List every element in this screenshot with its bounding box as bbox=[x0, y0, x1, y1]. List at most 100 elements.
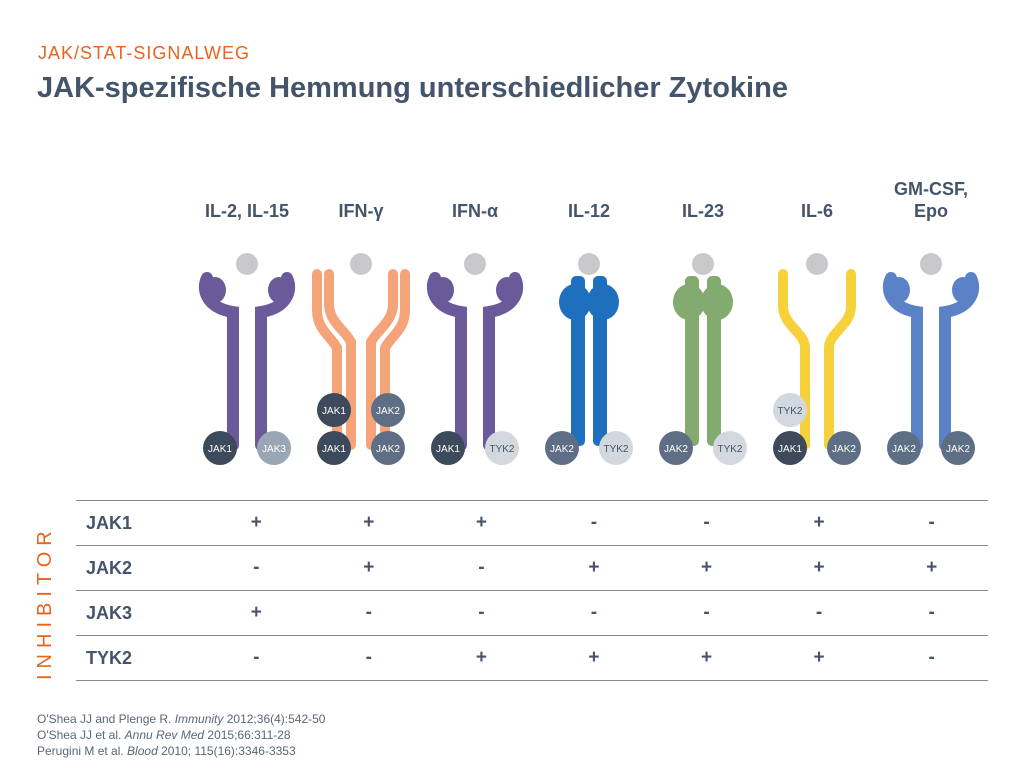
matrix-cell-il6: + bbox=[762, 545, 876, 591]
matrix-row-label: TYK2 bbox=[76, 635, 200, 681]
receptor-head-right bbox=[268, 277, 290, 303]
inhibitor-axis-label: INHIBITOR bbox=[34, 525, 56, 680]
kinase-bottom-left-jak1: JAK1 bbox=[203, 431, 237, 465]
kinase-upper-left-jak1: JAK1 bbox=[317, 393, 351, 427]
matrix-cell-gmcsf: - bbox=[875, 635, 988, 681]
matrix-cell-ifng: + bbox=[312, 545, 426, 591]
kinase-label: JAK1 bbox=[208, 444, 232, 455]
receptor-il6: JAK1 JAK2 TYK2 bbox=[773, 253, 861, 465]
receptor-head-left bbox=[559, 284, 591, 320]
matrix-row-label: JAK1 bbox=[76, 500, 200, 546]
kinase-label: JAK2 bbox=[376, 444, 400, 455]
kinase-bottom-right-tyk2: TYK2 bbox=[599, 431, 633, 465]
kinase-label: JAK2 bbox=[946, 444, 970, 455]
receptor-head-right bbox=[496, 277, 518, 303]
kinase-label: JAK1 bbox=[322, 406, 346, 417]
kinase-bottom-right-jak2: JAK2 bbox=[941, 431, 975, 465]
receptor-inner-chain-right bbox=[366, 269, 398, 450]
kinase-label: JAK2 bbox=[892, 444, 916, 455]
receptor-inner-chain-left bbox=[324, 269, 356, 450]
matrix-row-jak3: JAK3 + - - - - - - bbox=[76, 590, 988, 636]
receptor-il23: JAK2 TYK2 bbox=[659, 253, 747, 465]
kinase-label: TYK2 bbox=[777, 406, 802, 417]
receptor-chain-left bbox=[778, 269, 810, 450]
cytokine-header-il12: IL-12 bbox=[567, 201, 610, 221]
cytokine-header-gmcsf-line2: Epo bbox=[914, 201, 948, 221]
matrix-cell-ifna: + bbox=[425, 500, 538, 546]
receptor-head-right bbox=[952, 277, 974, 303]
reference-2: O'Shea JJ et al. Annu Rev Med 2015;66:31… bbox=[37, 728, 291, 742]
cytokine-header-il23: IL-23 bbox=[681, 201, 724, 221]
matrix-cell-gmcsf: - bbox=[875, 590, 988, 636]
matrix-row-label: JAK2 bbox=[76, 545, 200, 591]
receptor-il2: JAK1 JAK3 bbox=[198, 253, 296, 465]
matrix-cell-ifna: + bbox=[425, 635, 538, 681]
section-label: JAK/STAT-SIGNALWEG bbox=[38, 43, 251, 63]
matrix-cell-il6: - bbox=[762, 590, 876, 636]
receptor-head-left bbox=[432, 277, 454, 303]
receptor-head-left bbox=[204, 277, 226, 303]
ligand-ifna bbox=[464, 253, 486, 275]
matrix-cell-il6: + bbox=[762, 635, 876, 681]
receptor-outer-chain-left bbox=[312, 269, 342, 450]
receptor-outer-chain-right bbox=[380, 269, 410, 450]
kinase-upper-left-tyk2: TYK2 bbox=[773, 393, 807, 427]
kinase-label: JAK2 bbox=[376, 406, 400, 417]
matrix-cell-gmcsf: + bbox=[875, 545, 988, 591]
ligand-gmcsf bbox=[920, 253, 942, 275]
kinase-bottom-left-jak2: JAK2 bbox=[887, 431, 921, 465]
matrix-cell-il2: - bbox=[200, 635, 313, 681]
matrix-cell-il6: + bbox=[762, 500, 876, 546]
kinase-bottom-left-jak2: JAK2 bbox=[545, 431, 579, 465]
matrix-cell-il2: - bbox=[200, 545, 313, 591]
receptor-gmcsf: JAK2 JAK2 bbox=[882, 253, 980, 465]
ligand-il6 bbox=[806, 253, 828, 275]
reference-1: O'Shea JJ and Plenge R. Immunity 2012;36… bbox=[37, 712, 326, 726]
kinase-label: JAK1 bbox=[778, 444, 802, 455]
kinase-bottom-right-tyk2: TYK2 bbox=[485, 431, 519, 465]
matrix-cell-ifng: + bbox=[312, 500, 426, 546]
receptor-ifna: JAK1 TYK2 bbox=[426, 253, 524, 465]
matrix-cell-il2: + bbox=[200, 500, 313, 546]
receptor-chain-right bbox=[483, 272, 524, 451]
references: O'Shea JJ and Plenge R. Immunity 2012;36… bbox=[37, 711, 325, 759]
receptor-head-left bbox=[673, 284, 705, 320]
receptor-chain-left bbox=[426, 272, 467, 451]
receptor-chain-left bbox=[882, 272, 923, 451]
kinase-label: JAK2 bbox=[664, 444, 688, 455]
kinase-upper-right-jak2: JAK2 bbox=[371, 393, 405, 427]
matrix-cell-ifng: - bbox=[312, 635, 426, 681]
kinase-bottom-left-jak2: JAK2 bbox=[659, 431, 693, 465]
ligand-il12 bbox=[578, 253, 600, 275]
kinase-bottom-left-jak1: JAK1 bbox=[317, 431, 351, 465]
inhibition-matrix: JAK1 + + + - - + - JAK2- + - + + + + JAK3 + - - - - - - TYK2- - +… bbox=[76, 500, 988, 681]
cytokine-header-ifng: IFN-γ bbox=[338, 201, 384, 221]
ligand-il23 bbox=[692, 253, 714, 275]
kinase-label: JAK3 bbox=[262, 444, 286, 455]
kinase-label: JAK2 bbox=[550, 444, 574, 455]
reference-3: Perugini M et al. Blood 2010; 115(16):33… bbox=[37, 744, 296, 758]
cytokine-header-gmcsf: GM-CSF, Epo bbox=[866, 178, 996, 222]
matrix-cell-il2: + bbox=[200, 590, 313, 636]
kinase-label: TYK2 bbox=[489, 444, 514, 455]
matrix-cell-il23: + bbox=[650, 545, 763, 591]
matrix-cell-ifng: - bbox=[312, 590, 426, 636]
matrix-cell-il23: - bbox=[650, 590, 763, 636]
kinase-bottom-left-jak1: JAK1 bbox=[431, 431, 465, 465]
matrix-row-jak1: JAK1 + + + - - + - bbox=[76, 500, 988, 546]
matrix-row-label: JAK3 bbox=[76, 590, 200, 636]
receptor-chain-left bbox=[198, 272, 239, 451]
matrix-cell-ifna: - bbox=[425, 590, 538, 636]
kinase-bottom-left-jak1: JAK1 bbox=[773, 431, 807, 465]
kinase-label: JAK2 bbox=[832, 444, 856, 455]
receptor-chain-right bbox=[939, 272, 980, 451]
kinase-bottom-right-jak2: JAK2 bbox=[827, 431, 861, 465]
kinase-bottom-right-jak3: JAK3 bbox=[257, 431, 291, 465]
receptor-head-left bbox=[888, 277, 910, 303]
matrix-cell-ifna: - bbox=[425, 545, 538, 591]
kinase-label: TYK2 bbox=[717, 444, 742, 455]
cytokine-header-ifna: IFN-α bbox=[451, 201, 499, 221]
receptor-chain-right bbox=[255, 272, 296, 451]
matrix-cell-gmcsf: - bbox=[875, 500, 988, 546]
page-title: JAK-spezifische Hemmung unterschiedliche… bbox=[37, 72, 788, 104]
